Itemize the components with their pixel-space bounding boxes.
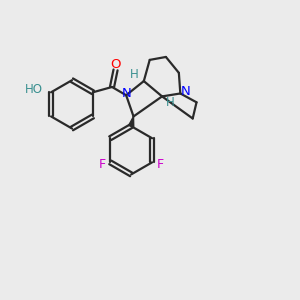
Polygon shape [129,116,134,127]
Text: N: N [181,85,190,98]
Text: N: N [122,87,132,100]
Text: F: F [157,158,164,171]
Text: HO: HO [25,83,43,96]
Text: H: H [166,96,175,109]
Text: O: O [111,58,121,70]
Text: F: F [98,158,106,171]
Text: H: H [130,68,139,81]
